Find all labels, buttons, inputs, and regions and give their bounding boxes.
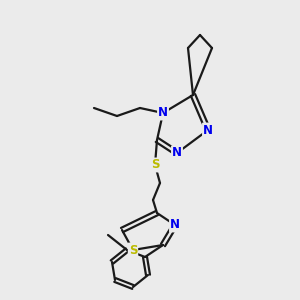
Text: N: N <box>170 218 180 232</box>
Text: N: N <box>172 146 182 160</box>
Text: S: S <box>129 244 137 256</box>
Text: S: S <box>151 158 159 172</box>
Text: N: N <box>203 124 213 136</box>
Text: N: N <box>158 106 168 119</box>
